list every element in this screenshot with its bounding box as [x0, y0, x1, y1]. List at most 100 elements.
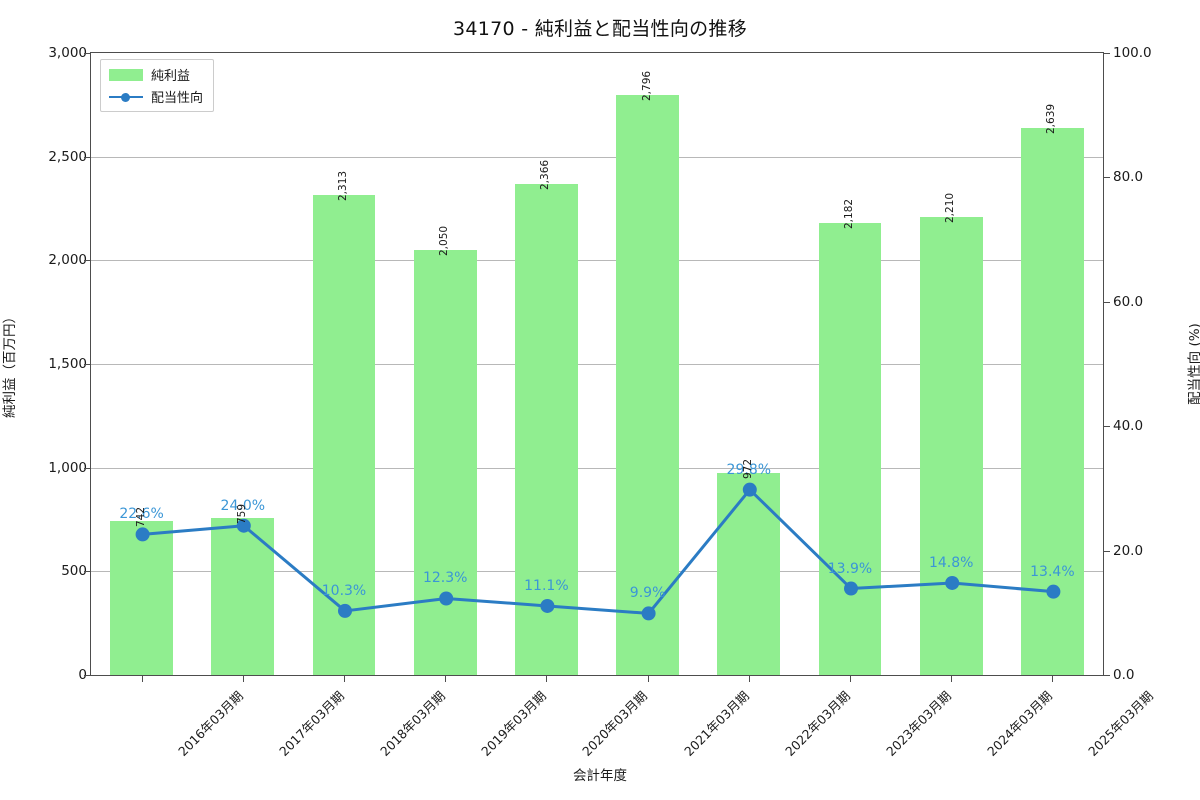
line-point-label: 9.9% [629, 585, 666, 602]
legend-label-payout-ratio: 配当性向 [151, 91, 204, 106]
legend-bar-swatch-icon [109, 68, 143, 81]
line-point-label: 13.4% [1030, 563, 1075, 580]
y-axis-left-tick-label: 3,000 [48, 45, 87, 61]
y-axis-left-tick-label: 500 [61, 563, 87, 580]
y-axis-left-tick-mark [84, 260, 90, 262]
line-marker [742, 482, 757, 497]
gridline [91, 156, 1103, 158]
line-marker [439, 591, 454, 606]
line-point-label: 14.8% [928, 554, 974, 571]
line-marker [844, 581, 858, 596]
x-axis-tick-mark [850, 676, 851, 682]
y-axis-left-title: 純利益（百万円） [2, 310, 18, 418]
line-marker [540, 598, 555, 613]
y-axis-right-tick-mark [1104, 177, 1110, 179]
y-axis-right-tick-label: 20.0 [1113, 542, 1144, 559]
y-axis-left-tick-label: 0 [78, 667, 87, 683]
y-axis-left-tick-mark [84, 53, 90, 54]
bar [1021, 127, 1084, 675]
y-axis-left-tick-label: 2,500 [48, 148, 87, 165]
line-marker [945, 575, 960, 590]
gridline [91, 260, 1103, 262]
x-axis-tick-label: 2020年03月期 [579, 688, 651, 759]
x-axis-tick-label: 2019年03月期 [478, 688, 550, 759]
x-axis-tick-label: 2016年03月期 [174, 688, 246, 759]
y-axis-right-tick-mark [1104, 53, 1110, 54]
line-point-label: 13.9% [827, 560, 873, 577]
x-axis-tick-mark [344, 676, 345, 682]
y-axis-left-tick-mark [84, 675, 90, 676]
bar-value-label: 2,366 [539, 160, 552, 191]
line-marker [236, 518, 251, 533]
bar-value-label: 2,639 [1045, 103, 1058, 134]
y-axis-right-tick-label: 40.0 [1113, 418, 1144, 435]
legend-line-swatch-icon [109, 91, 143, 103]
x-axis-tick-mark [546, 676, 548, 682]
gridline [91, 467, 1103, 469]
bar-value-label: 2,796 [640, 71, 653, 102]
bar-value-label: 759 [235, 503, 248, 524]
y-axis-right-tick-label: 0.0 [1113, 667, 1135, 683]
x-axis-tick-mark [647, 676, 649, 682]
x-axis-tick-mark [445, 676, 447, 682]
line-marker [135, 527, 150, 542]
bar-value-label: 2,050 [438, 225, 451, 256]
x-axis-tick-mark [1052, 676, 1054, 682]
x-axis-tick-label: 2018年03月期 [377, 688, 448, 759]
x-axis-title: 会計年度 [573, 768, 627, 784]
bar-value-label: 2,182 [843, 198, 855, 229]
x-axis-tick-label: 2023年03月期 [883, 688, 954, 759]
legend-item-payout-ratio: 配当性向 [109, 88, 204, 106]
bar [110, 521, 173, 675]
y-axis-right-tick-mark [1104, 675, 1110, 676]
bar-value-label: 972 [741, 459, 754, 480]
y-axis-right-tick-mark [1104, 426, 1110, 428]
x-axis-tick-mark [748, 676, 750, 682]
line-point-label: 10.3% [321, 582, 367, 599]
y-axis-right-title: 配当性向 (%) [1187, 323, 1200, 405]
line-point-label: 29.8% [726, 461, 772, 478]
line-point-label: 22.6% [119, 506, 164, 523]
line-path [141, 488, 1055, 615]
chart-title: 34170 - 純利益と配当性向の推移 [452, 18, 748, 40]
bar [818, 222, 882, 675]
y-axis-right-tick-label: 60.0 [1113, 293, 1144, 310]
x-axis-tick-label: 2024年03月期 [984, 688, 1056, 759]
y-axis-left-tick-mark [84, 571, 90, 573]
plot-area: 22.6% 24.0% 10.3% 12.3% 11.1% 9.9% 29.8% 13.9% 1… [90, 52, 1104, 676]
legend-label-net-income: 純利益 [151, 69, 191, 84]
gridline [91, 571, 1103, 573]
line-marker [1046, 584, 1061, 599]
line-series [135, 482, 1061, 621]
x-axis-tick-mark [242, 676, 244, 682]
y-axis-right-tick-label: 80.0 [1113, 169, 1144, 186]
bar-value-label: 2,210 [944, 192, 957, 223]
y-axis-right-tick-label: 100.0 [1113, 45, 1152, 61]
y-axis-left-tick-label: 2,000 [48, 252, 87, 269]
line-point-label: 11.1% [524, 577, 569, 594]
line-marker [641, 606, 656, 621]
bar [616, 95, 679, 675]
line-point-label: 12.3% [422, 570, 468, 587]
line-marker [338, 603, 352, 618]
line-point-label: 24.0% [220, 497, 266, 514]
x-axis-tick-label: 2022年03月期 [781, 688, 853, 759]
bar [312, 195, 376, 675]
y-axis-left-tick-mark [84, 364, 90, 365]
bar [919, 216, 983, 675]
y-axis-left-tick-label: 1,500 [48, 356, 87, 372]
x-axis-tick-mark [951, 676, 953, 682]
chart-legend: 純利益 配当性向 [100, 59, 215, 112]
y-axis-right-tick-mark [1104, 550, 1110, 552]
x-axis-tick-label: 2017年03月期 [275, 688, 347, 759]
y-axis-left-tick-label: 1,000 [48, 459, 87, 476]
bar-value-label: 2,313 [337, 171, 349, 202]
y-axis-right-tick-mark [1104, 301, 1110, 303]
y-axis-left-tick-mark [84, 156, 90, 158]
x-axis-tick-label: 2025年03月期 [1085, 688, 1157, 759]
y-axis-left-tick-mark [84, 467, 90, 469]
gridline [91, 364, 1103, 365]
x-axis-tick-mark [141, 676, 143, 682]
bar-value-label: 742 [134, 507, 147, 528]
